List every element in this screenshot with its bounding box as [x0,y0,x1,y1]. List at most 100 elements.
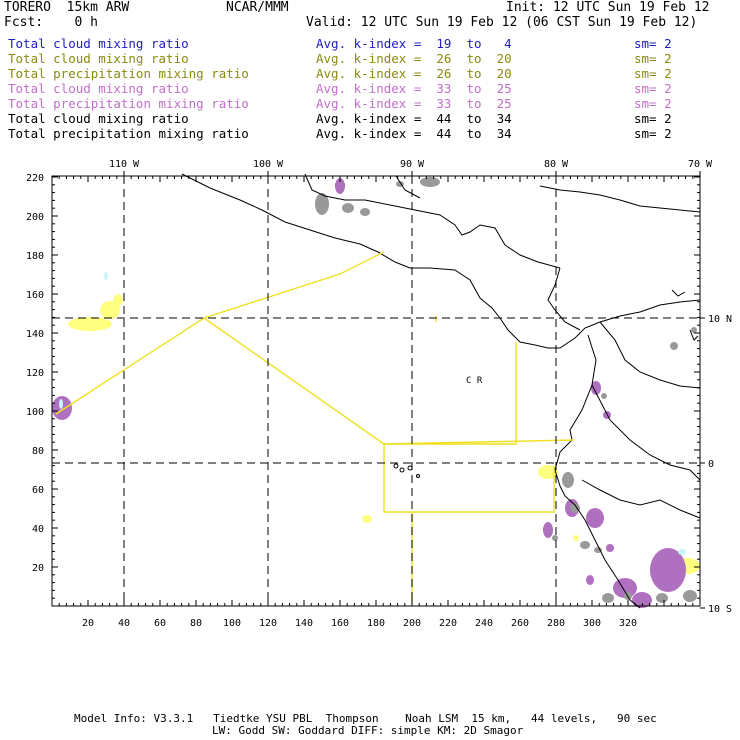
init-time: Init: 12 UTC Sun 19 Feb 12 [506,0,710,15]
map-frame [51,175,701,607]
cloud-purple [613,578,637,598]
x-tick-label: 60 [154,618,166,629]
cloud-field [52,177,700,608]
cloud-purple [606,544,614,552]
valid-time: Valid: 12 UTC Sun 19 Feb 12 (06 CST Sun … [306,15,698,30]
cloud-gray [683,590,697,602]
cloud-purple [543,522,553,538]
cloud-gray [360,208,370,216]
model-title: TORERO 15km ARW [4,0,130,15]
legend-sm: sm= 2 [634,96,672,111]
legend-sm: sm= 2 [634,111,672,126]
cloud-cyan [104,272,108,280]
x-tick-label: 200 [403,618,421,629]
cloud-purple [586,508,604,528]
y-tick-label: 220 [26,173,44,184]
cloud-gray [562,472,574,488]
x-tick-label: 120 [259,618,277,629]
organization: NCAR/MMM [226,0,289,15]
physics-info: LW: Godd SW: Goddard DIFF: simple KM: 2D… [212,724,524,737]
forecast-hour: Fcst: 0 h [4,15,98,30]
y-tick-label: 60 [32,485,44,496]
cloud-gray [656,593,668,603]
legend-name: Total cloud mixing ratio [8,36,189,51]
x-tick-label: 100 [223,618,241,629]
x-tick-label: 300 [583,618,601,629]
longitude-label: 100 W [253,159,284,170]
legend-name: Total precipitation mixing ratio [8,126,249,141]
latitude-labels: 10 N 0 10 S [708,314,732,615]
x-tick-label: 140 [295,618,313,629]
x-tick-label: 220 [439,618,457,629]
legend-name: Total cloud mixing ratio [8,51,189,66]
y-tick-label: 40 [32,524,44,535]
legend-name: Total cloud mixing ratio [8,111,189,126]
cloud-purple [586,575,594,585]
cloud-purple [335,178,345,194]
legend-name: Total precipitation mixing ratio [8,96,249,111]
cloud-yellow [362,515,372,523]
legend-stat: Avg. k-index = 44 to 34 [316,126,512,141]
x-tick-label: 80 [190,618,202,629]
model-info: Model Info: V3.3.1 Tiedtke YSU PBL Thomp… [74,712,657,725]
x-tick-label: 160 [331,618,349,629]
y-tick-label: 120 [26,368,44,379]
x-tick-label: 260 [511,618,529,629]
legend-stat: Avg. k-index = 33 to 25 [316,81,512,96]
y-tick-label: 180 [26,251,44,262]
y-tick-label: 20 [32,563,44,574]
y-tick-label: 140 [26,329,44,340]
legend-sm: sm= 2 [634,36,672,51]
cloud-gray [602,593,614,603]
axis-ticks [51,171,705,609]
longitude-label: 110 W [109,159,140,170]
y-tick-label: 80 [32,446,44,457]
legend-sm: sm= 2 [634,51,672,66]
cloud-cyan [678,549,686,555]
cloud-purple [591,381,601,395]
longitude-label: 70 W [688,159,713,170]
cloud-yellow [113,294,123,306]
x-tick-label: 280 [547,618,565,629]
legend-sm: sm= 2 [634,66,672,81]
longitude-label: 90 W [400,159,425,170]
longitude-label: 80 W [544,159,569,170]
cloud-gray [552,535,558,541]
cloud-gray [580,541,590,549]
y-tick-labels: 20 40 60 80 100 120 140 160 180 200 220 [26,173,44,574]
cloud-yellow [68,317,112,331]
x-tick-label: 240 [475,618,493,629]
legend-stat: Avg. k-index = 44 to 34 [316,111,512,126]
y-tick-label: 160 [26,290,44,301]
latitude-label: 0 [708,459,714,470]
x-tick-label: 320 [619,618,637,629]
cloud-yellow [538,465,558,479]
flight-tracks [55,251,575,604]
cloud-gray [315,193,329,215]
legend-stat: Avg. k-index = 26 to 20 [316,51,512,66]
cloud-yellow [573,535,579,541]
x-tick-labels: 20 40 60 80 100 120 140 160 180 200 220 240 260 280 30… [82,618,637,629]
cloud-gray [342,203,354,213]
legend-name: Total cloud mixing ratio [8,81,189,96]
cloud-gray [570,503,580,513]
longitude-labels: 110 W 100 W 90 W 80 W 70 W [109,159,713,170]
x-tick-label: 180 [367,618,385,629]
legend-name: Total precipitation mixing ratio [8,66,249,81]
cloud-purple [632,592,652,608]
cloud-gray [601,393,607,399]
cloud-gray [670,342,678,350]
x-tick-label: 40 [118,618,130,629]
cloud-gray [420,177,440,187]
legend-stat: Avg. k-index = 19 to 4 [316,36,512,51]
y-tick-label: 200 [26,212,44,223]
cloud-cyan [59,399,63,409]
coastlines [181,173,701,609]
cloud-purple [650,548,686,592]
cloud-gray [691,327,697,333]
cor-label: C R [466,376,483,386]
legend-sm: sm= 2 [634,126,672,141]
cloud-yellow [100,301,120,319]
x-tick-label: 20 [82,618,94,629]
